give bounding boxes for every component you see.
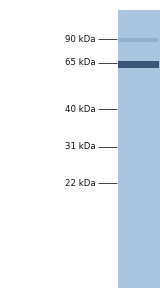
Text: 40 kDa: 40 kDa <box>65 105 95 113</box>
Bar <box>118 10 160 288</box>
Bar <box>119 38 158 42</box>
Bar <box>118 61 159 68</box>
Text: 31 kDa: 31 kDa <box>65 143 95 151</box>
Text: 65 kDa: 65 kDa <box>65 58 95 67</box>
Text: 90 kDa: 90 kDa <box>65 35 95 44</box>
Text: 22 kDa: 22 kDa <box>65 179 95 188</box>
